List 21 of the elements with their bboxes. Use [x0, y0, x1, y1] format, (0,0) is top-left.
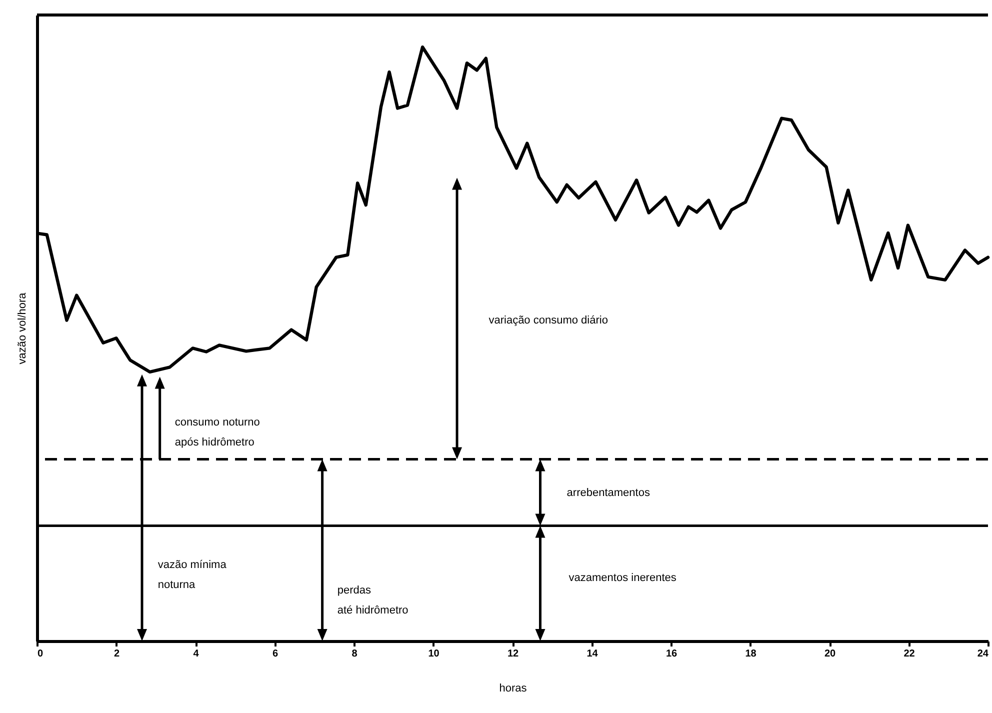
x-tick-label: 16 — [666, 648, 678, 660]
y-axis-title: vazão vol/hora — [16, 292, 28, 364]
annotation: perdas até hidrômetro — [337, 584, 408, 617]
annotation: variação consumo diário — [488, 314, 608, 326]
x-tick-label: 8 — [352, 648, 358, 660]
x-tick-label: 14 — [586, 648, 598, 660]
annotation: consumo noturno após hidrômetro — [174, 416, 260, 448]
annotation: vazão mínima noturna — [158, 558, 228, 591]
x-tick-label: 6 — [272, 648, 278, 660]
x-tick-label: 4 — [193, 648, 200, 660]
x-tick-label: 20 — [824, 648, 836, 660]
x-tick-label: 0 — [38, 648, 44, 660]
x-axis-title: horas — [499, 682, 528, 694]
x-tick-label: 10 — [428, 648, 440, 660]
x-tick-label: 2 — [114, 648, 120, 660]
x-tick-label: 24 — [977, 648, 989, 660]
x-tick-label: 22 — [904, 648, 916, 660]
annotation: vazamentos inerentes — [568, 572, 677, 584]
x-tick-label: 12 — [507, 648, 519, 660]
x-tick-label: 18 — [745, 648, 757, 660]
annotation: arrebentamentos — [566, 487, 650, 500]
